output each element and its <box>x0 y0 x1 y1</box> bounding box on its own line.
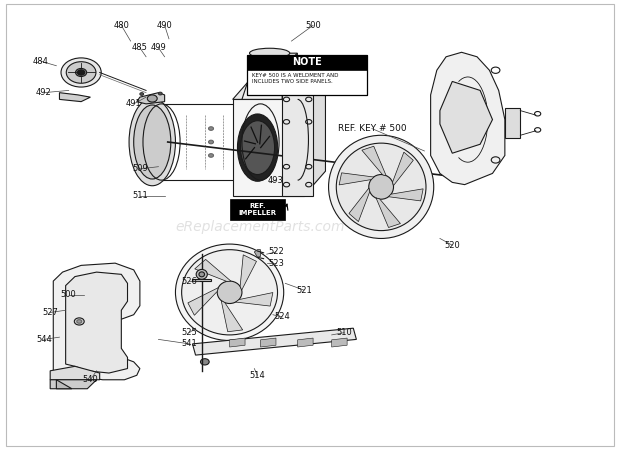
Polygon shape <box>440 81 492 153</box>
Polygon shape <box>60 93 91 102</box>
Text: 510: 510 <box>336 328 352 337</box>
Bar <box>247 54 367 95</box>
Polygon shape <box>260 338 276 347</box>
Text: REF. KEY # 500: REF. KEY # 500 <box>337 124 406 133</box>
Bar <box>247 54 367 70</box>
Text: 509: 509 <box>132 164 148 173</box>
Circle shape <box>74 318 84 325</box>
Polygon shape <box>282 86 313 196</box>
Ellipse shape <box>237 114 278 181</box>
Polygon shape <box>195 259 231 281</box>
Polygon shape <box>236 292 273 306</box>
Bar <box>247 70 367 95</box>
Ellipse shape <box>217 281 242 303</box>
Circle shape <box>78 70 85 75</box>
Ellipse shape <box>199 272 205 277</box>
Text: 499: 499 <box>151 43 166 52</box>
Text: 541: 541 <box>182 339 197 348</box>
Polygon shape <box>188 288 218 315</box>
Polygon shape <box>505 108 520 138</box>
Text: 524: 524 <box>274 312 290 321</box>
Polygon shape <box>362 146 386 176</box>
Circle shape <box>77 320 82 323</box>
Ellipse shape <box>61 58 101 87</box>
Circle shape <box>140 93 144 95</box>
Text: 485: 485 <box>132 43 148 52</box>
Polygon shape <box>192 328 356 355</box>
Text: 520: 520 <box>445 241 460 250</box>
Text: KEY# 500 IS A WELDMENT AND
INCLUDES TWO SIDE PANELS.: KEY# 500 IS A WELDMENT AND INCLUDES TWO … <box>252 73 338 85</box>
Ellipse shape <box>241 121 275 175</box>
Bar <box>229 198 285 220</box>
Polygon shape <box>388 189 423 201</box>
Text: 527: 527 <box>42 308 58 317</box>
Text: 514: 514 <box>249 371 265 380</box>
Text: 500: 500 <box>305 21 321 30</box>
Text: 490: 490 <box>157 21 172 30</box>
Ellipse shape <box>134 105 171 179</box>
Text: 493: 493 <box>268 176 284 184</box>
Text: 484: 484 <box>33 57 49 66</box>
Ellipse shape <box>196 270 207 279</box>
Ellipse shape <box>336 143 426 230</box>
Text: 544: 544 <box>36 335 52 344</box>
Polygon shape <box>349 188 370 221</box>
Polygon shape <box>50 366 100 380</box>
Text: NOTE: NOTE <box>292 57 322 67</box>
Ellipse shape <box>66 62 96 83</box>
Circle shape <box>159 92 162 95</box>
Polygon shape <box>339 173 374 185</box>
Polygon shape <box>242 53 298 99</box>
Text: eReplacementParts.com: eReplacementParts.com <box>175 220 345 234</box>
Text: 480: 480 <box>113 21 129 30</box>
Ellipse shape <box>76 68 87 76</box>
Polygon shape <box>137 93 165 104</box>
Polygon shape <box>53 263 140 380</box>
Circle shape <box>200 359 209 365</box>
Polygon shape <box>332 338 347 347</box>
Circle shape <box>208 140 213 144</box>
Text: 491: 491 <box>126 99 141 108</box>
Text: 511: 511 <box>132 191 148 200</box>
Polygon shape <box>50 380 97 389</box>
Ellipse shape <box>249 48 290 58</box>
Circle shape <box>208 127 213 130</box>
Text: 526: 526 <box>182 277 197 286</box>
Text: 540: 540 <box>82 375 98 384</box>
Polygon shape <box>376 198 401 228</box>
Text: 523: 523 <box>268 259 284 268</box>
Polygon shape <box>304 75 326 196</box>
Polygon shape <box>392 152 414 186</box>
Ellipse shape <box>175 244 284 341</box>
Text: REF.
IMPELLER: REF. IMPELLER <box>238 203 277 216</box>
Polygon shape <box>254 250 260 257</box>
Polygon shape <box>192 279 211 281</box>
Ellipse shape <box>182 250 278 335</box>
Text: 522: 522 <box>268 248 284 256</box>
Polygon shape <box>232 75 326 99</box>
Text: 521: 521 <box>296 286 312 295</box>
Polygon shape <box>240 255 257 290</box>
Polygon shape <box>282 53 298 99</box>
Circle shape <box>148 95 157 102</box>
Ellipse shape <box>329 135 434 238</box>
Polygon shape <box>298 338 313 347</box>
Text: 500: 500 <box>61 290 77 299</box>
Text: 525: 525 <box>182 328 197 337</box>
Polygon shape <box>56 380 72 389</box>
Ellipse shape <box>129 98 175 186</box>
Polygon shape <box>66 272 128 373</box>
Polygon shape <box>229 338 245 347</box>
Polygon shape <box>221 301 242 332</box>
Polygon shape <box>232 99 304 196</box>
Text: 492: 492 <box>36 88 52 97</box>
Circle shape <box>208 153 213 157</box>
Polygon shape <box>431 52 505 184</box>
Ellipse shape <box>369 175 394 199</box>
